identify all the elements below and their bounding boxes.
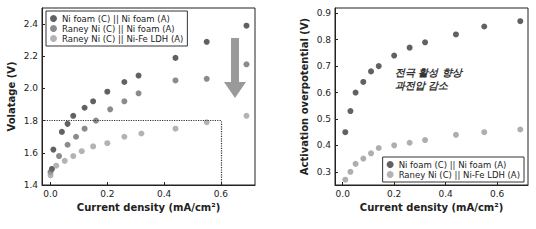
svg-text:Activation overpotential (V): Activation overpotential (V) <box>299 18 310 175</box>
svg-text:0.8: 0.8 <box>317 35 332 45</box>
svg-text:0.5: 0.5 <box>317 114 331 124</box>
svg-text:0.0: 0.0 <box>336 189 351 199</box>
svg-text:0.4: 0.4 <box>157 189 172 199</box>
svg-text:0.6: 0.6 <box>490 189 505 199</box>
svg-text:1.8: 1.8 <box>24 116 39 126</box>
svg-text:Current density (mA/cm²): Current density (mA/cm²) <box>360 202 503 213</box>
svg-text:0.3: 0.3 <box>317 167 331 177</box>
svg-text:0.2: 0.2 <box>100 189 114 199</box>
svg-text:Current density (mA/cm²): Current density (mA/cm²) <box>77 202 220 213</box>
svg-text:0.4: 0.4 <box>317 140 332 150</box>
svg-text:0.9: 0.9 <box>317 8 332 18</box>
svg-text:0.4: 0.4 <box>438 189 453 199</box>
svg-text:2.2: 2.2 <box>24 51 38 61</box>
svg-text:0.0: 0.0 <box>43 189 58 199</box>
svg-text:0.6: 0.6 <box>317 88 332 98</box>
svg-text:0.7: 0.7 <box>317 61 331 71</box>
svg-text:Ni foam (C) || Ni foam (A): Ni foam (C) || Ni foam (A) <box>399 160 507 170</box>
svg-text:과전압 감소: 과전압 감소 <box>395 80 449 91</box>
svg-text:Raney Ni (C) || Ni-Fe LDH (A): Raney Ni (C) || Ni-Fe LDH (A) <box>62 34 183 44</box>
svg-text:Volatage (V): Volatage (V) <box>6 61 17 131</box>
svg-text:Raney Ni (C) || Ni-Fe LDH (A): Raney Ni (C) || Ni-Fe LDH (A) <box>399 170 520 180</box>
svg-text:Ni foam (C) || Ni foam (A): Ni foam (C) || Ni foam (A) <box>62 14 170 24</box>
svg-text:Raney Ni (C) || Ni foam (A): Raney Ni (C) || Ni foam (A) <box>62 24 175 34</box>
svg-text:2.4: 2.4 <box>24 19 39 29</box>
svg-text:0.6: 0.6 <box>214 189 229 199</box>
svg-text:1.6: 1.6 <box>24 148 39 158</box>
svg-text:1.4: 1.4 <box>24 180 39 190</box>
svg-text:2.0: 2.0 <box>24 83 39 93</box>
svg-text:전극 활성 향상: 전극 활성 향상 <box>395 67 464 78</box>
svg-text:0.2: 0.2 <box>387 189 401 199</box>
